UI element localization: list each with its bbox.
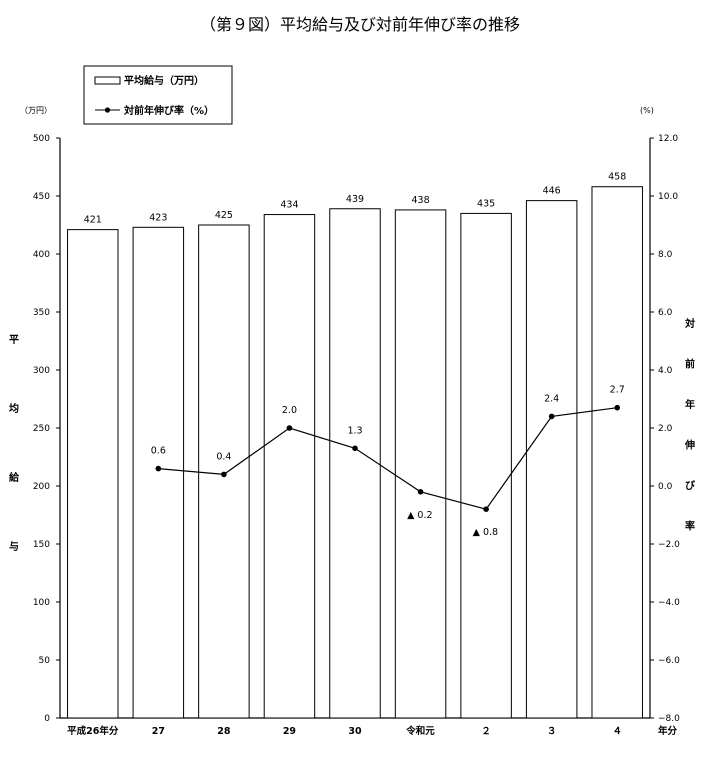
axis-label-char: 対 — [684, 317, 695, 330]
x-tick-label: 平成26年分 — [67, 725, 119, 737]
axis-label-char: 平 — [9, 334, 19, 346]
growth-rate-point — [286, 425, 293, 431]
x-tick-label: ３ — [547, 726, 557, 737]
right-tick-label: 6.0 — [658, 308, 673, 318]
axis-label-char: 前 — [685, 358, 695, 371]
bar-value-label: 425 — [215, 210, 233, 221]
x-tick-label: 令和元 — [405, 725, 435, 737]
bar — [67, 229, 119, 719]
growth-rate-point — [221, 471, 227, 478]
legend-frame — [83, 65, 233, 125]
bar — [525, 200, 578, 719]
left-axis-ticks: 0 50 100 150 200 250 300 350 400 450 500 — [33, 134, 60, 724]
growth-rate-point — [614, 404, 621, 411]
growth-rate-point — [352, 445, 358, 452]
growth-rate-label: ▲ 0.2 — [407, 510, 432, 521]
growth-rate-label: 0.4 — [216, 451, 231, 462]
x-axis-labels: 平成26年分 27 28 29 30 令和元 ２ ３ ４ 年分 — [67, 725, 677, 737]
bar — [132, 226, 185, 719]
right-tick-label: 2.0 — [658, 424, 673, 434]
legend-bar-label: 平均給与（万円） — [124, 74, 204, 87]
x-tick-label: 29 — [283, 726, 296, 737]
right-tick-label: 4.0 — [658, 366, 673, 376]
right-tick-label: −8.0 — [658, 714, 680, 724]
right-tick-label: 8.0 — [658, 250, 673, 260]
axis-label-char: 率 — [685, 520, 695, 533]
left-tick-label: 150 — [33, 540, 50, 550]
legend-line-label: 対前年伸び率（%） — [123, 104, 214, 117]
bar-value-label: 458 — [608, 172, 626, 183]
legend-line-marker — [104, 107, 111, 113]
right-tick-label: 12.0 — [658, 134, 678, 144]
bar-series — [67, 186, 643, 719]
bar-value-label: 446 — [543, 186, 561, 197]
bar-value-label: 435 — [477, 198, 495, 209]
growth-rate-label: ▲ 0.8 — [473, 527, 498, 538]
left-tick-label: 450 — [33, 192, 50, 202]
left-tick-label: 50 — [39, 656, 51, 666]
growth-rate-point — [548, 413, 555, 420]
axis-label-char: 年 — [685, 398, 695, 411]
bar — [263, 214, 316, 719]
growth-rate-point — [417, 489, 424, 495]
growth-rate-label: 0.6 — [151, 446, 166, 457]
right-tick-label: −6.0 — [658, 656, 680, 666]
growth-rate-label: 2.0 — [282, 405, 297, 416]
growth-rate-label: 2.4 — [544, 393, 559, 404]
x-tick-label: ２ — [481, 726, 491, 737]
growth-rate-label: 2.7 — [610, 385, 625, 396]
bar-value-label: 439 — [346, 194, 364, 205]
bar-value-labels: 421 423 425 434 439 438 435 446 458 — [84, 172, 627, 226]
bar — [198, 224, 250, 719]
growth-rate-point — [155, 465, 162, 472]
bar — [591, 186, 643, 719]
x-tick-label: 27 — [152, 726, 165, 737]
axis-label-char: 均 — [9, 402, 19, 415]
growth-rate-label: 1.3 — [347, 425, 362, 436]
x-axis-suffix: 年分 — [658, 725, 678, 737]
right-tick-label: −2.0 — [658, 540, 680, 550]
x-tick-label: ４ — [612, 726, 622, 737]
chart-title: （第９図）平均給与及び対前年伸び率の推移 — [200, 15, 520, 34]
bar-value-label: 423 — [149, 212, 167, 223]
left-tick-label: 0 — [44, 714, 50, 724]
legend-bar-swatch — [94, 76, 121, 85]
left-axis-label: 平均給与 — [9, 334, 20, 553]
growth-rate-line — [158, 407, 618, 510]
axis-label-char: 給 — [9, 471, 20, 484]
bar — [460, 212, 512, 719]
left-tick-label: 200 — [33, 482, 50, 492]
right-tick-label: −4.0 — [658, 598, 680, 608]
left-tick-label: 400 — [33, 250, 50, 260]
right-axis-ticks: −8.0 −6.0 −4.0 −2.0 0.0 2.0 4.0 6.0 8.0 10.0 12.0 — [650, 134, 680, 724]
bar — [394, 209, 447, 719]
left-tick-label: 250 — [33, 424, 50, 434]
x-tick-label: 28 — [217, 726, 231, 737]
left-tick-label: 300 — [33, 366, 50, 376]
x-tick-label: 30 — [348, 726, 362, 737]
left-tick-label: 500 — [33, 134, 50, 144]
legend: 平均給与（万円） 対前年伸び率（%） — [83, 65, 233, 125]
bar — [329, 208, 381, 719]
left-tick-label: 350 — [33, 308, 50, 318]
right-tick-label: 10.0 — [658, 192, 678, 202]
left-tick-label: 100 — [33, 598, 50, 608]
right-axis-label: 対前年伸び率 — [684, 317, 695, 533]
axis-label-char: び — [685, 479, 695, 492]
bar-value-label: 434 — [280, 200, 298, 211]
right-tick-label: 0.0 — [658, 482, 673, 492]
right-axis-unit: (%) — [640, 106, 654, 115]
axis-label-char: 伸 — [684, 439, 695, 452]
growth-rate-series: 0.6 0.4 2.0 1.3 ▲ 0.2 ▲ 0.8 2.4 2.7 — [151, 385, 625, 539]
bar-value-label: 421 — [84, 215, 102, 226]
left-axis-unit: （万円） — [20, 106, 52, 115]
axis-label-char: 与 — [9, 540, 19, 553]
growth-rate-point — [483, 506, 489, 512]
bar-value-label: 438 — [411, 195, 429, 206]
